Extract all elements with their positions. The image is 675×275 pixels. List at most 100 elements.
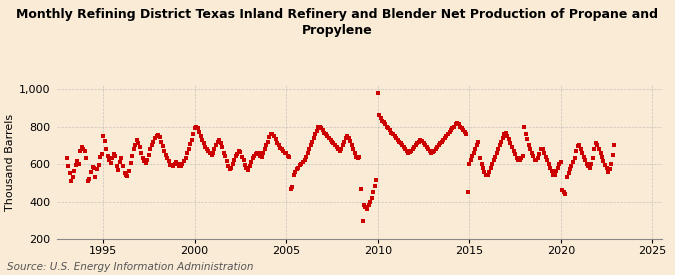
Point bbox=[235, 150, 246, 155]
Point bbox=[224, 167, 235, 172]
Point bbox=[215, 141, 226, 146]
Point bbox=[203, 149, 214, 153]
Point bbox=[344, 136, 354, 140]
Point bbox=[493, 147, 504, 151]
Point bbox=[444, 130, 455, 134]
Point bbox=[541, 158, 552, 163]
Point bbox=[589, 147, 599, 151]
Point bbox=[447, 126, 458, 130]
Point bbox=[484, 169, 495, 174]
Point bbox=[608, 153, 618, 157]
Point bbox=[88, 166, 99, 170]
Point bbox=[80, 149, 90, 153]
Point bbox=[186, 138, 197, 142]
Point bbox=[157, 144, 168, 148]
Point bbox=[401, 149, 412, 153]
Point bbox=[286, 186, 296, 191]
Point bbox=[298, 160, 308, 164]
Point bbox=[491, 151, 502, 155]
Point bbox=[63, 164, 74, 168]
Point bbox=[529, 158, 540, 162]
Point bbox=[269, 134, 279, 138]
Point bbox=[127, 153, 138, 158]
Point bbox=[247, 156, 258, 160]
Point bbox=[595, 151, 606, 155]
Point bbox=[396, 141, 406, 146]
Point bbox=[293, 165, 304, 170]
Point bbox=[116, 155, 127, 160]
Point bbox=[462, 190, 473, 194]
Point bbox=[563, 171, 574, 175]
Point bbox=[212, 139, 223, 144]
Point bbox=[328, 141, 339, 146]
Point bbox=[322, 134, 333, 139]
Point bbox=[249, 153, 260, 158]
Point bbox=[564, 167, 575, 172]
Point bbox=[290, 170, 301, 174]
Point bbox=[84, 177, 95, 181]
Point bbox=[557, 188, 568, 192]
Point bbox=[232, 152, 243, 156]
Point bbox=[98, 134, 109, 138]
Point bbox=[566, 163, 577, 168]
Point bbox=[171, 160, 182, 164]
Point bbox=[383, 126, 394, 130]
Point bbox=[517, 154, 528, 158]
Point bbox=[296, 162, 307, 166]
Point bbox=[371, 178, 381, 182]
Point bbox=[277, 149, 288, 153]
Point bbox=[287, 185, 298, 189]
Point bbox=[505, 141, 516, 146]
Point bbox=[506, 145, 517, 149]
Point bbox=[593, 147, 604, 151]
Point bbox=[437, 139, 448, 144]
Point bbox=[587, 156, 598, 161]
Point bbox=[117, 164, 128, 168]
Point bbox=[511, 156, 522, 160]
Point bbox=[418, 141, 429, 145]
Point bbox=[140, 161, 151, 165]
Point bbox=[323, 136, 334, 141]
Point bbox=[400, 147, 410, 151]
Point bbox=[70, 163, 81, 167]
Point bbox=[154, 135, 165, 139]
Point bbox=[519, 125, 530, 129]
Point bbox=[270, 137, 281, 142]
Point bbox=[313, 125, 323, 129]
Point bbox=[267, 132, 278, 136]
Point bbox=[468, 151, 479, 155]
Point bbox=[568, 160, 578, 164]
Point bbox=[218, 151, 229, 155]
Point bbox=[134, 145, 145, 149]
Point bbox=[397, 143, 408, 148]
Point bbox=[198, 141, 209, 146]
Point bbox=[241, 166, 252, 170]
Point bbox=[165, 162, 176, 167]
Point bbox=[465, 158, 476, 162]
Point bbox=[591, 141, 601, 146]
Point bbox=[307, 139, 318, 144]
Point bbox=[537, 147, 548, 151]
Point bbox=[479, 170, 490, 174]
Point bbox=[246, 160, 256, 164]
Point bbox=[255, 154, 266, 158]
Point bbox=[362, 207, 373, 211]
Point bbox=[258, 151, 269, 155]
Point bbox=[363, 203, 374, 208]
Point bbox=[304, 147, 315, 151]
Point bbox=[335, 147, 346, 151]
Point bbox=[229, 158, 240, 163]
Point bbox=[65, 179, 76, 183]
Point bbox=[495, 143, 506, 148]
Point bbox=[174, 163, 185, 168]
Point bbox=[191, 124, 202, 129]
Point bbox=[385, 128, 396, 133]
Point bbox=[485, 165, 496, 170]
Point bbox=[504, 137, 514, 142]
Point bbox=[487, 162, 497, 166]
Point bbox=[357, 219, 368, 224]
Point bbox=[113, 167, 124, 172]
Point bbox=[213, 138, 224, 142]
Point bbox=[377, 118, 387, 123]
Point bbox=[551, 169, 562, 174]
